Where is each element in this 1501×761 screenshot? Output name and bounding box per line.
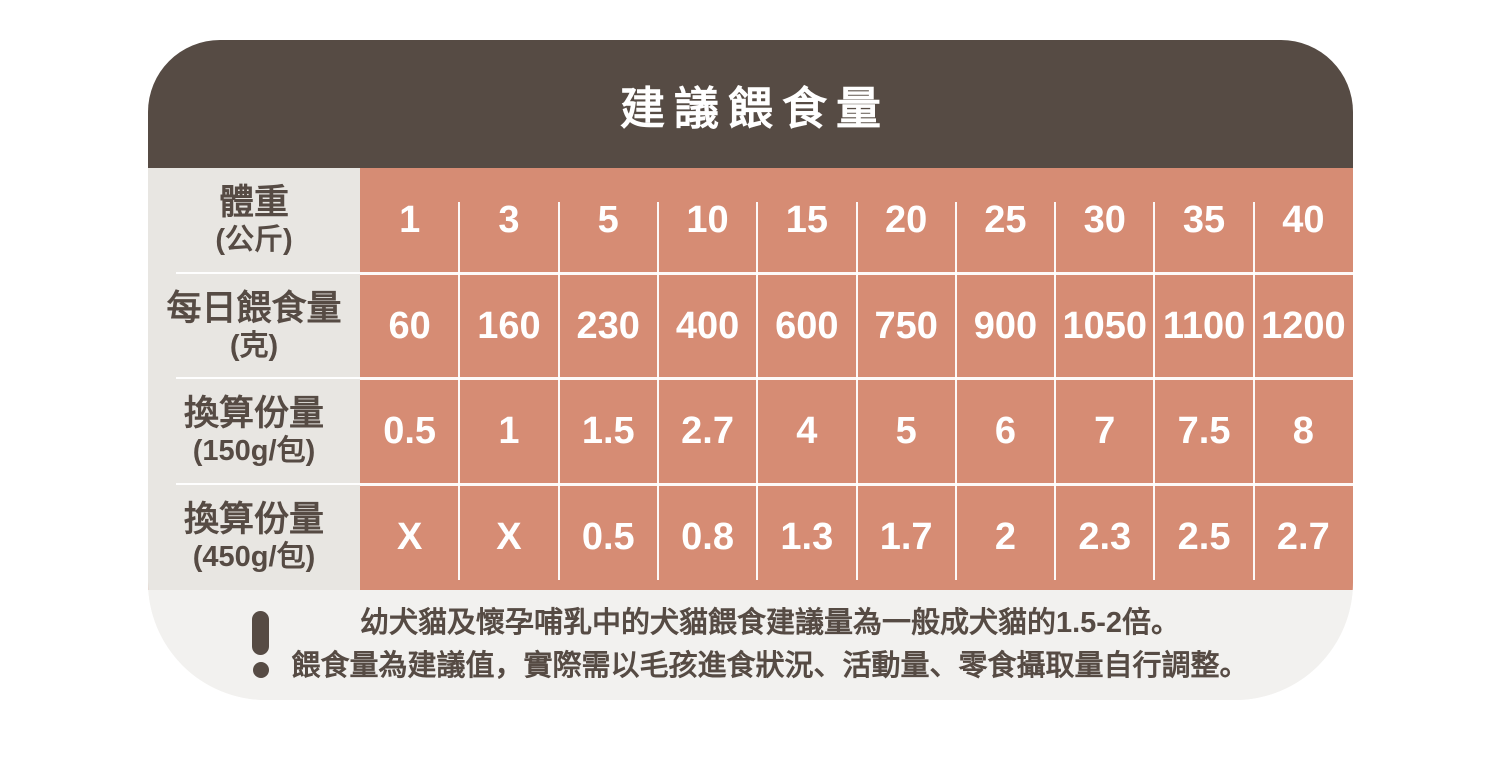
table-cell: 1050 xyxy=(1054,273,1155,380)
table-cell: 60 xyxy=(360,274,460,380)
table-cell: 900 xyxy=(954,273,1056,380)
table-cell: 2 xyxy=(954,484,1055,591)
row-header-label: 每日餵食量 xyxy=(166,288,342,328)
feeding-guide-card: 建議餵食量 體重 (公斤) 1 3 5 10 15 20 25 30 35 40… xyxy=(148,40,1353,700)
page-title: 建議餵食量 xyxy=(619,82,890,134)
table-cell: 4 xyxy=(756,379,857,485)
table-cell: 1.7 xyxy=(855,484,956,591)
table-cell: 5 xyxy=(855,379,957,485)
table-cell: 35 xyxy=(1153,168,1254,274)
table-cell: 600 xyxy=(756,273,857,380)
table-cell: 0.5 xyxy=(360,379,460,485)
table-cell: 2.7 xyxy=(656,379,758,485)
table-cell: 2.5 xyxy=(1153,484,1253,591)
table-cell: 30 xyxy=(1054,168,1155,274)
table-cell: 230 xyxy=(557,273,659,380)
row-header-sublabel: (450g/包) xyxy=(192,540,316,573)
table-cell: 20 xyxy=(855,168,957,274)
table-cell: 5 xyxy=(557,168,659,274)
row-header-packs-450g: 換算份量 (450g/包) xyxy=(148,484,360,590)
note-text: 幼犬貓及懷孕哺乳中的犬貓餵食建議量為一般成犬貓的1.5-2倍。 餵食量為建議值，… xyxy=(291,602,1248,689)
table-cell: 40 xyxy=(1252,168,1353,274)
row-header-label: 換算份量 xyxy=(183,394,324,434)
table-cell: 1100 xyxy=(1153,273,1254,380)
table-cell: 6 xyxy=(954,379,1056,485)
table-cell: 25 xyxy=(954,168,1056,274)
exclamation-icon xyxy=(252,610,270,678)
table-cell: 15 xyxy=(756,168,857,274)
note-line-2: 餵食量為建議值，實際需以毛孩進食狀況、活動量、零食攝取量自行調整。 xyxy=(291,650,1249,682)
row-header-label: 換算份量 xyxy=(183,499,324,539)
table-cell: 1 xyxy=(458,379,559,485)
row-header-daily-amount: 每日餵食量 (克) xyxy=(148,273,360,380)
table-cell: 3 xyxy=(458,168,559,274)
row-header-sublabel: (克) xyxy=(229,329,279,362)
note-line-1: 幼犬貓及懷孕哺乳中的犬貓餵食建議量為一般成犬貓的1.5-2倍。 xyxy=(359,606,1181,639)
row-header-sublabel: (公斤) xyxy=(215,224,293,257)
table-cell: 1 xyxy=(360,168,460,274)
exclamation-bar xyxy=(252,610,270,655)
row-header-label: 體重 xyxy=(218,183,289,223)
table-cell: 1200 xyxy=(1252,273,1353,380)
table-cell: X xyxy=(458,484,558,591)
table-cell: 7 xyxy=(1054,379,1155,485)
table-cell: 10 xyxy=(656,168,758,274)
row-header-packs-150g: 換算份量 (150g/包) xyxy=(148,379,360,485)
table-cell: 160 xyxy=(458,273,559,380)
table-cell: 0.8 xyxy=(656,484,757,591)
table-cell: 8 xyxy=(1252,379,1353,485)
row-header-weight: 體重 (公斤) xyxy=(148,168,360,274)
table-cell: 1.3 xyxy=(756,484,856,591)
exclamation-dot xyxy=(252,661,269,678)
card-header: 建議餵食量 xyxy=(148,40,1353,168)
table-cell: 7.5 xyxy=(1153,379,1254,485)
row-header-sublabel: (150g/包) xyxy=(192,435,316,468)
table-cell: 1.5 xyxy=(557,379,659,485)
table-cell: 2.3 xyxy=(1054,484,1154,591)
table-cell: 750 xyxy=(855,273,957,380)
table-cell: X xyxy=(396,515,423,558)
table-cell: 2.7 xyxy=(1252,484,1353,591)
note-section: 幼犬貓及懷孕哺乳中的犬貓餵食建議量為一般成犬貓的1.5-2倍。 餵食量為建議值，… xyxy=(148,590,1353,700)
table-cell: 0.5 xyxy=(557,484,658,591)
table-cell: 400 xyxy=(656,273,758,380)
feeding-table: 體重 (公斤) 1 3 5 10 15 20 25 30 35 40 每日餵食量… xyxy=(148,168,1353,590)
